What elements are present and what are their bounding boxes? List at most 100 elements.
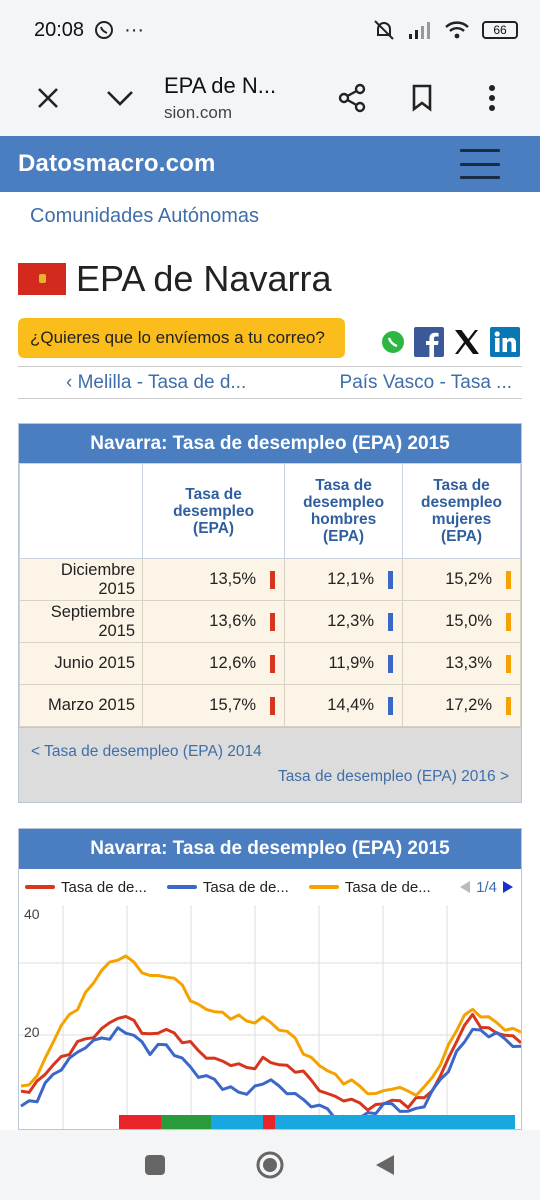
browser-toolbar: EPA de N... sion.com	[0, 60, 540, 136]
chart-plot-area: 40 20	[19, 905, 521, 1129]
legend-page: 1/4	[476, 878, 497, 896]
women-marker	[506, 613, 511, 631]
prev-region-link[interactable]: ‹ Melilla - Tasa de d...	[66, 371, 247, 393]
unemployment-chart: Navarra: Tasa de desempleo (EPA) 2015 Ta…	[18, 828, 522, 1130]
legend-label: Tasa de de...	[202, 878, 289, 896]
next-year-link[interactable]: Tasa de desempleo (EPA) 2016 >	[277, 768, 509, 785]
row-date: Junio 2015	[18, 642, 144, 685]
navarra-flag-icon	[18, 263, 66, 295]
system-navigation-bar	[0, 1130, 540, 1200]
bookmark-button[interactable]	[398, 74, 446, 122]
address-area[interactable]: EPA de N... sion.com	[144, 73, 328, 123]
wifi-icon	[445, 21, 469, 39]
legend-item-total[interactable]: Tasa de de...	[25, 879, 147, 896]
next-region-link[interactable]: País Vasco - Tasa ...	[339, 371, 512, 393]
collapse-button[interactable]	[96, 74, 144, 122]
legend-label: Tasa de de...	[61, 878, 147, 896]
row-women: 15,0%	[402, 600, 521, 643]
status-time: 20:08	[34, 18, 85, 41]
site-logo[interactable]: Datosmacro.com	[18, 150, 216, 177]
unemployment-table: Navarra: Tasa de desempleo (EPA) 2015 Ta…	[18, 423, 522, 803]
more-vert-icon	[489, 85, 495, 111]
site-header: Datosmacro.com	[0, 136, 540, 192]
value-text: 13,3%	[445, 654, 492, 672]
value-text: 13,6%	[209, 612, 257, 630]
total-marker	[270, 571, 276, 589]
legend-swatch	[308, 885, 339, 889]
men-marker	[388, 655, 394, 673]
y-tick-label: 40	[24, 906, 40, 922]
recent-apps-icon[interactable]	[144, 1154, 166, 1176]
back-icon[interactable]	[374, 1153, 396, 1177]
mute-icon	[374, 20, 394, 40]
value-text: 15,0%	[445, 612, 492, 630]
subscribe-button[interactable]: ¿Quieres que lo envíemos a tu correo?	[18, 318, 345, 358]
table-footer: < Tasa de desempleo (EPA) 2014 Tasa de d…	[19, 727, 521, 802]
value-text: 12,3%	[327, 612, 375, 630]
men-marker	[388, 697, 394, 715]
row-date: Diciembre 2015	[18, 558, 144, 601]
value-text: 11,9%	[328, 654, 375, 672]
page-title: EPA de N...	[164, 73, 277, 98]
total-marker	[270, 697, 276, 715]
prev-year-link[interactable]: < Tasa de desempleo (EPA) 2014	[31, 743, 262, 760]
next-page-icon[interactable]	[501, 880, 515, 894]
region-navigation: ‹ Melilla - Tasa de d... País Vasco - Ta…	[18, 366, 522, 399]
close-icon	[38, 88, 58, 108]
table-header-men: Tasa de desempleo hombres (EPA)	[284, 463, 404, 559]
more-options-button[interactable]	[468, 74, 516, 122]
table-row: Marzo 2015 15,7% 14,4% 17,2%	[18, 684, 521, 727]
row-men: 14,4%	[284, 684, 404, 727]
more-notifications-icon: ···	[124, 18, 145, 41]
series-line-total	[20, 1012, 521, 1112]
legend-item-men[interactable]: Tasa de de...	[166, 878, 289, 896]
value-text: 13,5%	[209, 570, 257, 588]
row-total: 13,5%	[142, 558, 286, 601]
recession-band	[119, 1115, 515, 1129]
row-date: Marzo 2015	[18, 684, 144, 727]
row-men: 12,3%	[284, 600, 404, 643]
signal-icon	[409, 22, 430, 39]
legend-pager: 1/4	[458, 879, 515, 896]
value-text: 12,6%	[209, 654, 257, 672]
prev-page-icon[interactable]	[458, 880, 472, 894]
close-tab-button[interactable]	[24, 74, 72, 122]
chevron-down-icon	[107, 91, 133, 106]
table-header-row: Tasa de desempleo (EPA) Tasa de desemple…	[18, 463, 521, 559]
total-marker	[270, 613, 276, 631]
linkedin-share-icon[interactable]	[490, 327, 520, 357]
legend-swatch	[25, 885, 55, 889]
series-line-women	[20, 954, 521, 1097]
value-text: 15,7%	[209, 696, 257, 714]
table-header-women: Tasa de desempleo mujeres (EPA)	[402, 463, 521, 559]
share-icon	[338, 83, 366, 113]
women-marker	[506, 655, 511, 673]
whatsapp-notification-icon	[95, 21, 114, 39]
share-links	[380, 327, 520, 357]
men-marker	[388, 571, 394, 589]
share-button[interactable]	[328, 74, 376, 122]
home-icon[interactable]	[255, 1150, 285, 1180]
facebook-share-icon[interactable]	[414, 327, 444, 357]
row-total: 15,7%	[142, 684, 286, 727]
page-heading: EPA de Navarra	[18, 258, 331, 300]
row-total: 12,6%	[142, 642, 286, 685]
x-share-icon[interactable]	[452, 327, 482, 357]
battery-icon: 66	[482, 21, 518, 39]
table-caption: Navarra: Tasa de desempleo (EPA) 2015	[19, 424, 521, 463]
men-marker	[388, 613, 394, 631]
row-men: 11,9%	[284, 642, 404, 685]
table-header-total: Tasa de desempleo (EPA)	[142, 463, 286, 559]
legend-item-women[interactable]: Tasa de de...	[308, 879, 431, 896]
women-marker	[506, 571, 511, 589]
value-text: 15,2%	[445, 570, 492, 588]
heading-text: EPA de Navarra	[76, 258, 332, 299]
page-url: sion.com	[164, 103, 233, 122]
hamburger-menu-icon[interactable]	[460, 149, 500, 179]
whatsapp-share-icon[interactable]	[380, 329, 406, 355]
breadcrumb[interactable]: Comunidades Autónomas	[30, 205, 260, 227]
status-bar: 20:08 ··· 66	[0, 0, 540, 60]
table-header-empty	[18, 463, 144, 559]
legend-swatch	[166, 885, 197, 889]
value-text: 12,1%	[327, 570, 375, 588]
